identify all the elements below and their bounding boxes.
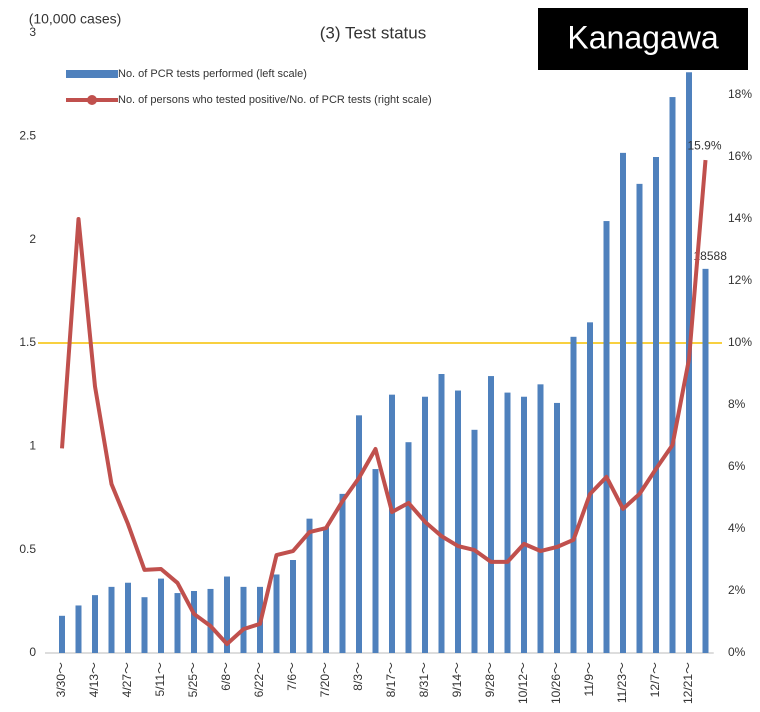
legend-label: No. of persons who tested positive/No. o… xyxy=(118,94,432,106)
x-tick-label: 8/3～ xyxy=(351,662,365,691)
y2-tick-label: 6% xyxy=(728,459,746,473)
legend-marker xyxy=(87,95,97,105)
bar xyxy=(389,394,395,653)
bar xyxy=(422,396,428,653)
bar xyxy=(438,374,445,653)
bar xyxy=(174,593,181,653)
bar xyxy=(471,429,478,653)
x-tick-label: 5/25～ xyxy=(186,662,200,697)
x-tick-label: 7/20～ xyxy=(318,662,332,697)
y-tick-label: 1.5 xyxy=(19,335,36,349)
bar xyxy=(323,526,329,653)
x-tick-label: 11/9～ xyxy=(582,662,596,696)
bar xyxy=(554,402,560,653)
bar xyxy=(290,560,296,653)
y-tick-label: 3 xyxy=(29,25,36,39)
bar xyxy=(405,442,412,653)
y2-tick-label: 4% xyxy=(728,521,746,535)
bar xyxy=(372,469,379,653)
x-tick-label: 6/22～ xyxy=(252,662,266,697)
bar xyxy=(240,586,247,653)
bar xyxy=(356,415,362,653)
x-tick-label: 10/26～ xyxy=(549,662,563,704)
y2-tick-label: 14% xyxy=(728,211,752,225)
y2-tick-label: 12% xyxy=(728,273,752,287)
bar xyxy=(620,152,626,653)
data-label: 15.9% xyxy=(688,138,722,152)
bar xyxy=(59,615,65,653)
x-tick-label: 12/21～ xyxy=(681,662,695,704)
y-tick-label: 1 xyxy=(29,439,36,453)
x-tick-label: 11/23～ xyxy=(615,662,629,703)
bar xyxy=(273,574,280,653)
bar xyxy=(603,221,610,654)
y-tick-label: 2.5 xyxy=(19,129,36,143)
y-tick-label: 2 xyxy=(29,232,36,246)
bar xyxy=(75,605,82,653)
badge: Kanagawa xyxy=(567,19,718,55)
bar xyxy=(702,268,709,653)
y2-tick-label: 0% xyxy=(728,645,746,659)
bar xyxy=(191,591,197,653)
y2-tick-label: 10% xyxy=(728,335,752,349)
bar xyxy=(108,586,115,653)
y-axis-label: (10,000 cases) xyxy=(29,11,122,27)
x-tick-label: 12/7～ xyxy=(648,662,662,697)
x-tick-label: 9/28～ xyxy=(483,662,497,697)
bar xyxy=(587,322,593,653)
y2-tick-label: 8% xyxy=(728,397,746,411)
y2-tick-label: 18% xyxy=(728,87,752,101)
legend-swatch xyxy=(66,70,118,78)
x-tick-label: 9/14～ xyxy=(450,662,464,697)
y2-tick-label: 2% xyxy=(728,583,746,597)
x-tick-label: 8/17～ xyxy=(384,662,398,697)
x-tick-label: 10/12～ xyxy=(516,662,530,704)
line xyxy=(60,159,708,647)
bar xyxy=(504,392,511,653)
bar xyxy=(653,157,659,653)
chart-title: (3) Test status xyxy=(320,23,426,42)
bar xyxy=(570,336,577,653)
bar xyxy=(306,518,313,653)
bar xyxy=(521,396,527,653)
badge-box xyxy=(538,8,748,70)
bar xyxy=(455,390,461,653)
legend-label: No. of PCR tests performed (left scale) xyxy=(118,68,307,80)
bar xyxy=(488,376,494,653)
bar xyxy=(537,384,544,653)
bar xyxy=(141,597,148,653)
bar xyxy=(669,97,676,654)
bar xyxy=(92,595,98,653)
x-tick-label: 4/13～ xyxy=(87,662,101,697)
x-tick-label: 5/11～ xyxy=(153,662,167,696)
bar xyxy=(224,576,230,653)
bar xyxy=(125,582,131,653)
x-tick-label: 3/30～ xyxy=(54,662,68,697)
x-tick-label: 6/8～ xyxy=(219,662,233,691)
bar xyxy=(636,183,643,653)
y-tick-label: 0.5 xyxy=(19,542,36,556)
y-tick-label: 0 xyxy=(29,645,36,659)
y2-tick-label: 16% xyxy=(728,149,752,163)
x-tick-label: 4/27～ xyxy=(120,662,134,697)
bar xyxy=(158,578,164,653)
bar xyxy=(339,493,346,653)
x-tick-label: 8/31～ xyxy=(417,662,431,697)
data-label: 18588 xyxy=(694,249,728,263)
x-tick-label: 7/6～ xyxy=(285,662,299,691)
bar xyxy=(207,588,214,653)
